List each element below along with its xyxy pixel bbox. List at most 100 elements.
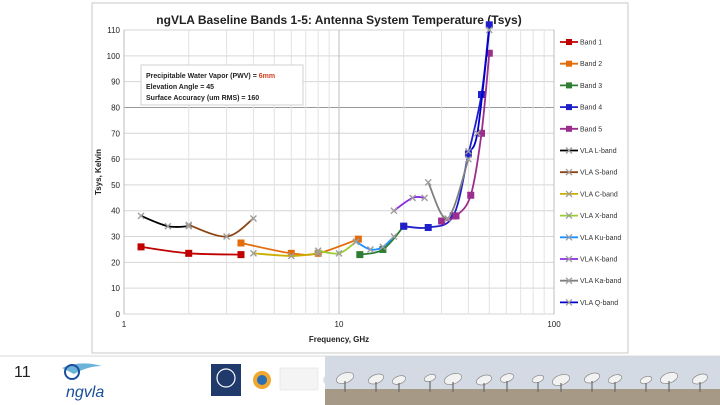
antenna-dishes — [336, 372, 709, 392]
nsf-globe-icon — [257, 375, 267, 385]
antenna-dish-icon — [660, 372, 678, 384]
data-point-square — [379, 245, 387, 253]
legend-label: VLA Ku-band — [580, 235, 621, 242]
data-point-x — [473, 129, 481, 137]
legend-item: VLA S-band — [560, 168, 617, 177]
x-tick-labels: 1 10 100 — [122, 320, 561, 329]
antenna-dish-icon — [336, 372, 354, 384]
y-tick-label: 110 — [107, 26, 120, 35]
data-point-x — [314, 247, 322, 255]
data-point-x — [249, 214, 257, 222]
data-point-x — [390, 207, 398, 215]
legend-swatch-marker — [565, 255, 573, 263]
info-box: Precipitable Water Vapor (PWV) = 6mm Ele… — [140, 64, 304, 106]
legend-item: VLA C-band — [560, 190, 618, 198]
data-point-x — [464, 155, 472, 163]
data-point-x — [421, 194, 429, 202]
series-vla-s-band — [185, 214, 257, 241]
data-point-square — [400, 222, 408, 230]
series-line — [355, 235, 395, 251]
data-point-square — [356, 251, 364, 259]
y-tick-label: 10 — [111, 284, 120, 293]
legend-swatch-marker — [565, 147, 573, 154]
y-axis-label: Tsys, Kelvin — [94, 149, 103, 195]
data-point-square — [485, 21, 493, 29]
antenna-dish-icon — [583, 372, 601, 384]
logo-swoosh-icon — [62, 363, 102, 374]
legend-item: Band 1 — [560, 39, 602, 47]
legend-label: Band 4 — [580, 105, 602, 112]
series-band-1 — [137, 243, 245, 259]
legend-swatch-marker — [565, 168, 573, 176]
info-pwv-value: 6mm — [259, 73, 275, 80]
series-vla-ka-band — [424, 155, 472, 222]
x-tick-label: 1 — [122, 320, 127, 329]
legend-swatch-marker — [566, 82, 572, 89]
series-vla-q-band — [464, 26, 493, 155]
legend-label: VLA K-band — [580, 257, 617, 264]
logo-text: ngvla — [66, 384, 104, 401]
legend-item: VLA Ku-band — [560, 233, 621, 242]
data-point-square — [464, 150, 472, 158]
legend-swatch-marker — [566, 60, 572, 67]
legend-label: VLA Ka-band — [580, 278, 621, 285]
legend-item: VLA L-band — [560, 147, 617, 155]
data-point-x — [164, 222, 172, 230]
info-box-frame — [140, 64, 304, 106]
series-vla-l-band — [137, 212, 193, 230]
data-point-square — [287, 249, 295, 257]
legend-item: VLA K-band — [560, 255, 617, 264]
data-point-square — [438, 217, 446, 225]
chart-title: ngVLA Baseline Bands 1-5: Antenna System… — [156, 13, 521, 27]
data-point-x — [335, 249, 343, 257]
legend-swatch-marker — [565, 277, 573, 285]
antenna-dish-icon — [639, 375, 653, 385]
antenna-dish-icon — [391, 375, 407, 385]
y-tick-label: 50 — [111, 181, 120, 190]
antenna-dish-icon — [691, 373, 709, 385]
data-point-x — [223, 233, 231, 241]
data-point-square — [137, 243, 145, 251]
nrao-dish-icon — [216, 368, 236, 388]
legend-label: VLA C-band — [580, 191, 618, 198]
data-point-square — [485, 49, 493, 57]
data-point-x — [366, 245, 374, 253]
info-surface: Surface Accuracy (um RMS) = 160 — [146, 95, 259, 102]
info-pwv: Precipitable Water Vapor (PWV) = 6mm — [146, 73, 275, 80]
legend-label: VLA L-band — [580, 148, 617, 155]
data-point-square — [477, 129, 485, 137]
legend-item: VLA Q-band — [560, 298, 618, 307]
legend-label: Band 5 — [580, 126, 602, 133]
x-tick-label: 10 — [335, 320, 344, 329]
data-point-x — [249, 249, 257, 257]
y-tick-labels: 0 10 20 30 40 50 60 70 80 90 100 110 — [107, 26, 121, 319]
legend-label: Band 1 — [580, 40, 602, 47]
antenna-dish-icon — [475, 374, 493, 386]
data-point-x — [185, 221, 193, 229]
legend-item: Band 2 — [560, 60, 602, 68]
antenna-dish-icon — [367, 373, 385, 385]
data-point-x — [464, 147, 472, 155]
legend-swatch-marker — [566, 39, 572, 45]
antenna-dish-icon — [499, 373, 515, 383]
data-point-x — [287, 252, 295, 260]
legend-label: Band 2 — [580, 61, 602, 68]
series-layer — [137, 21, 493, 260]
legend-item: Band 4 — [560, 104, 602, 112]
y-tick-label: 90 — [111, 78, 120, 87]
legend-label: Band 3 — [580, 83, 602, 90]
y-tick-label: 80 — [111, 103, 120, 112]
ngvla-logo: ngvla — [62, 363, 104, 401]
x-tick-label: 100 — [547, 320, 561, 329]
legend-label: VLA Q-band — [580, 300, 618, 307]
antenna-dish-icon — [531, 374, 545, 384]
data-point-x — [409, 194, 417, 202]
legend-swatch-marker — [565, 190, 573, 198]
photo-ground — [325, 389, 720, 405]
series-vla-ku-band — [352, 233, 398, 253]
data-point-square — [185, 249, 193, 257]
antenna-dish-icon — [444, 373, 462, 385]
y-tick-label: 20 — [111, 258, 120, 267]
legend-item: VLA X-band — [560, 212, 617, 220]
